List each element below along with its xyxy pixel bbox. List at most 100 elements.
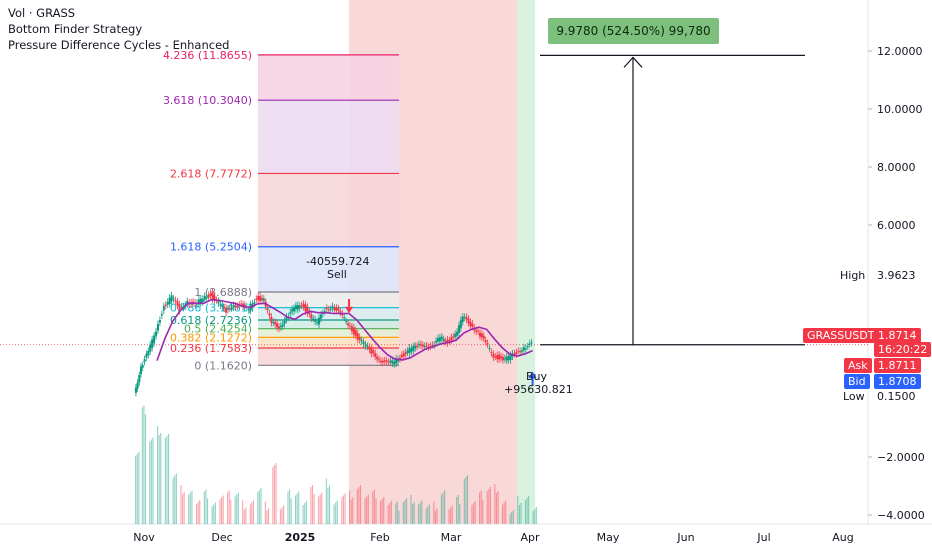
candle-body [452,336,455,338]
candle-body [381,361,384,363]
candle-body [327,309,330,311]
volume-bar [136,454,138,524]
volume-bar [227,492,229,524]
volume-bar [273,465,276,524]
volume-bar [222,495,224,524]
candle-body [494,356,497,358]
candle-body [277,326,280,329]
candle-body [164,304,167,306]
volume-bar [283,505,285,524]
candle-body [446,339,449,344]
candle-body [221,305,224,307]
candle-body [294,305,297,310]
fib-level-label: 2.618 (7.7772) [170,167,252,180]
volume-bar [451,505,453,524]
volume-bar [203,491,205,524]
volume-bar [398,510,400,524]
candle-body [172,298,175,300]
fib-level-label: 0.618 (2.7236) [170,314,252,327]
volume-bar [486,491,488,524]
moving-average-line [156,298,533,361]
ask-value: 1.8711 [874,358,921,373]
candle-body [519,351,522,353]
candle-body [385,360,388,362]
volume-bar [474,501,476,524]
legend-indicator[interactable]: Pressure Difference Cycles - Enhanced [8,38,230,52]
candle-body [143,359,146,362]
candle-body [291,308,294,312]
candle-body [505,356,508,361]
y-axis-label: 6.0000 [877,219,916,232]
candle-body [356,333,359,340]
sell-arrow-icon [345,306,354,314]
candle-body [151,339,154,349]
fib-band [258,54,399,101]
volume-bar [175,473,177,524]
volume-bar [389,503,391,524]
legend-volume[interactable]: Vol · GRASS [8,6,76,20]
candle-body [300,305,303,307]
candle-body [209,293,212,296]
volume-bar [511,512,513,524]
candle-body [459,319,462,329]
candle-body [492,353,495,358]
candle-body [431,344,434,346]
candle-body [482,335,485,339]
volume-bar [196,504,198,524]
low-label: Low [843,390,865,403]
volume-bar [425,508,427,524]
candle-body [364,344,367,347]
volume-bar [532,511,534,524]
volume-bar [149,441,151,524]
high-value: 3.9623 [877,269,916,282]
candle-body [456,331,459,336]
volume-bar [228,490,230,524]
candle-body [349,325,351,327]
volume-bar [166,436,168,524]
candle-body [343,317,346,319]
volume-bar [503,502,505,524]
fib-band [258,173,399,247]
volume-bar [471,505,473,524]
candle-body [471,323,474,327]
volume-bar [341,497,343,524]
candle-body [156,323,159,331]
candle-body [397,359,400,362]
candle-body [321,313,324,315]
volume-bar [160,433,162,524]
candle-body [243,304,246,306]
candle-body [425,345,428,347]
candle-body [270,316,273,323]
candle-body [395,358,398,364]
candle-body [174,300,177,302]
candle-body [509,354,512,361]
candle-body [176,301,179,306]
x-axis-label: Jul [756,531,770,544]
volume-bar [214,502,216,524]
volume-bar [448,509,450,524]
candle-body [201,298,204,302]
y-axis-label: 8.0000 [877,161,916,174]
candle-body [225,307,228,313]
candle-body [354,330,357,336]
y-axis-label: −2.0000 [877,451,925,464]
volume-bar [387,505,389,524]
candle-body [412,346,415,352]
candle-body [376,356,379,360]
volume-bar [281,507,283,524]
candle-body [136,382,139,389]
candle-body [306,306,309,314]
candle-body [207,294,210,298]
candle-body [260,298,263,300]
volume-bar [311,485,314,524]
candle-body [203,295,206,300]
volume-bar [517,496,519,524]
candle-body [421,344,424,347]
volume-bar [372,491,374,524]
legend-strategy[interactable]: Bottom Finder Strategy [8,22,143,36]
volume-bar [479,492,481,524]
volume-bar [495,493,498,524]
candle-body [408,347,411,354]
